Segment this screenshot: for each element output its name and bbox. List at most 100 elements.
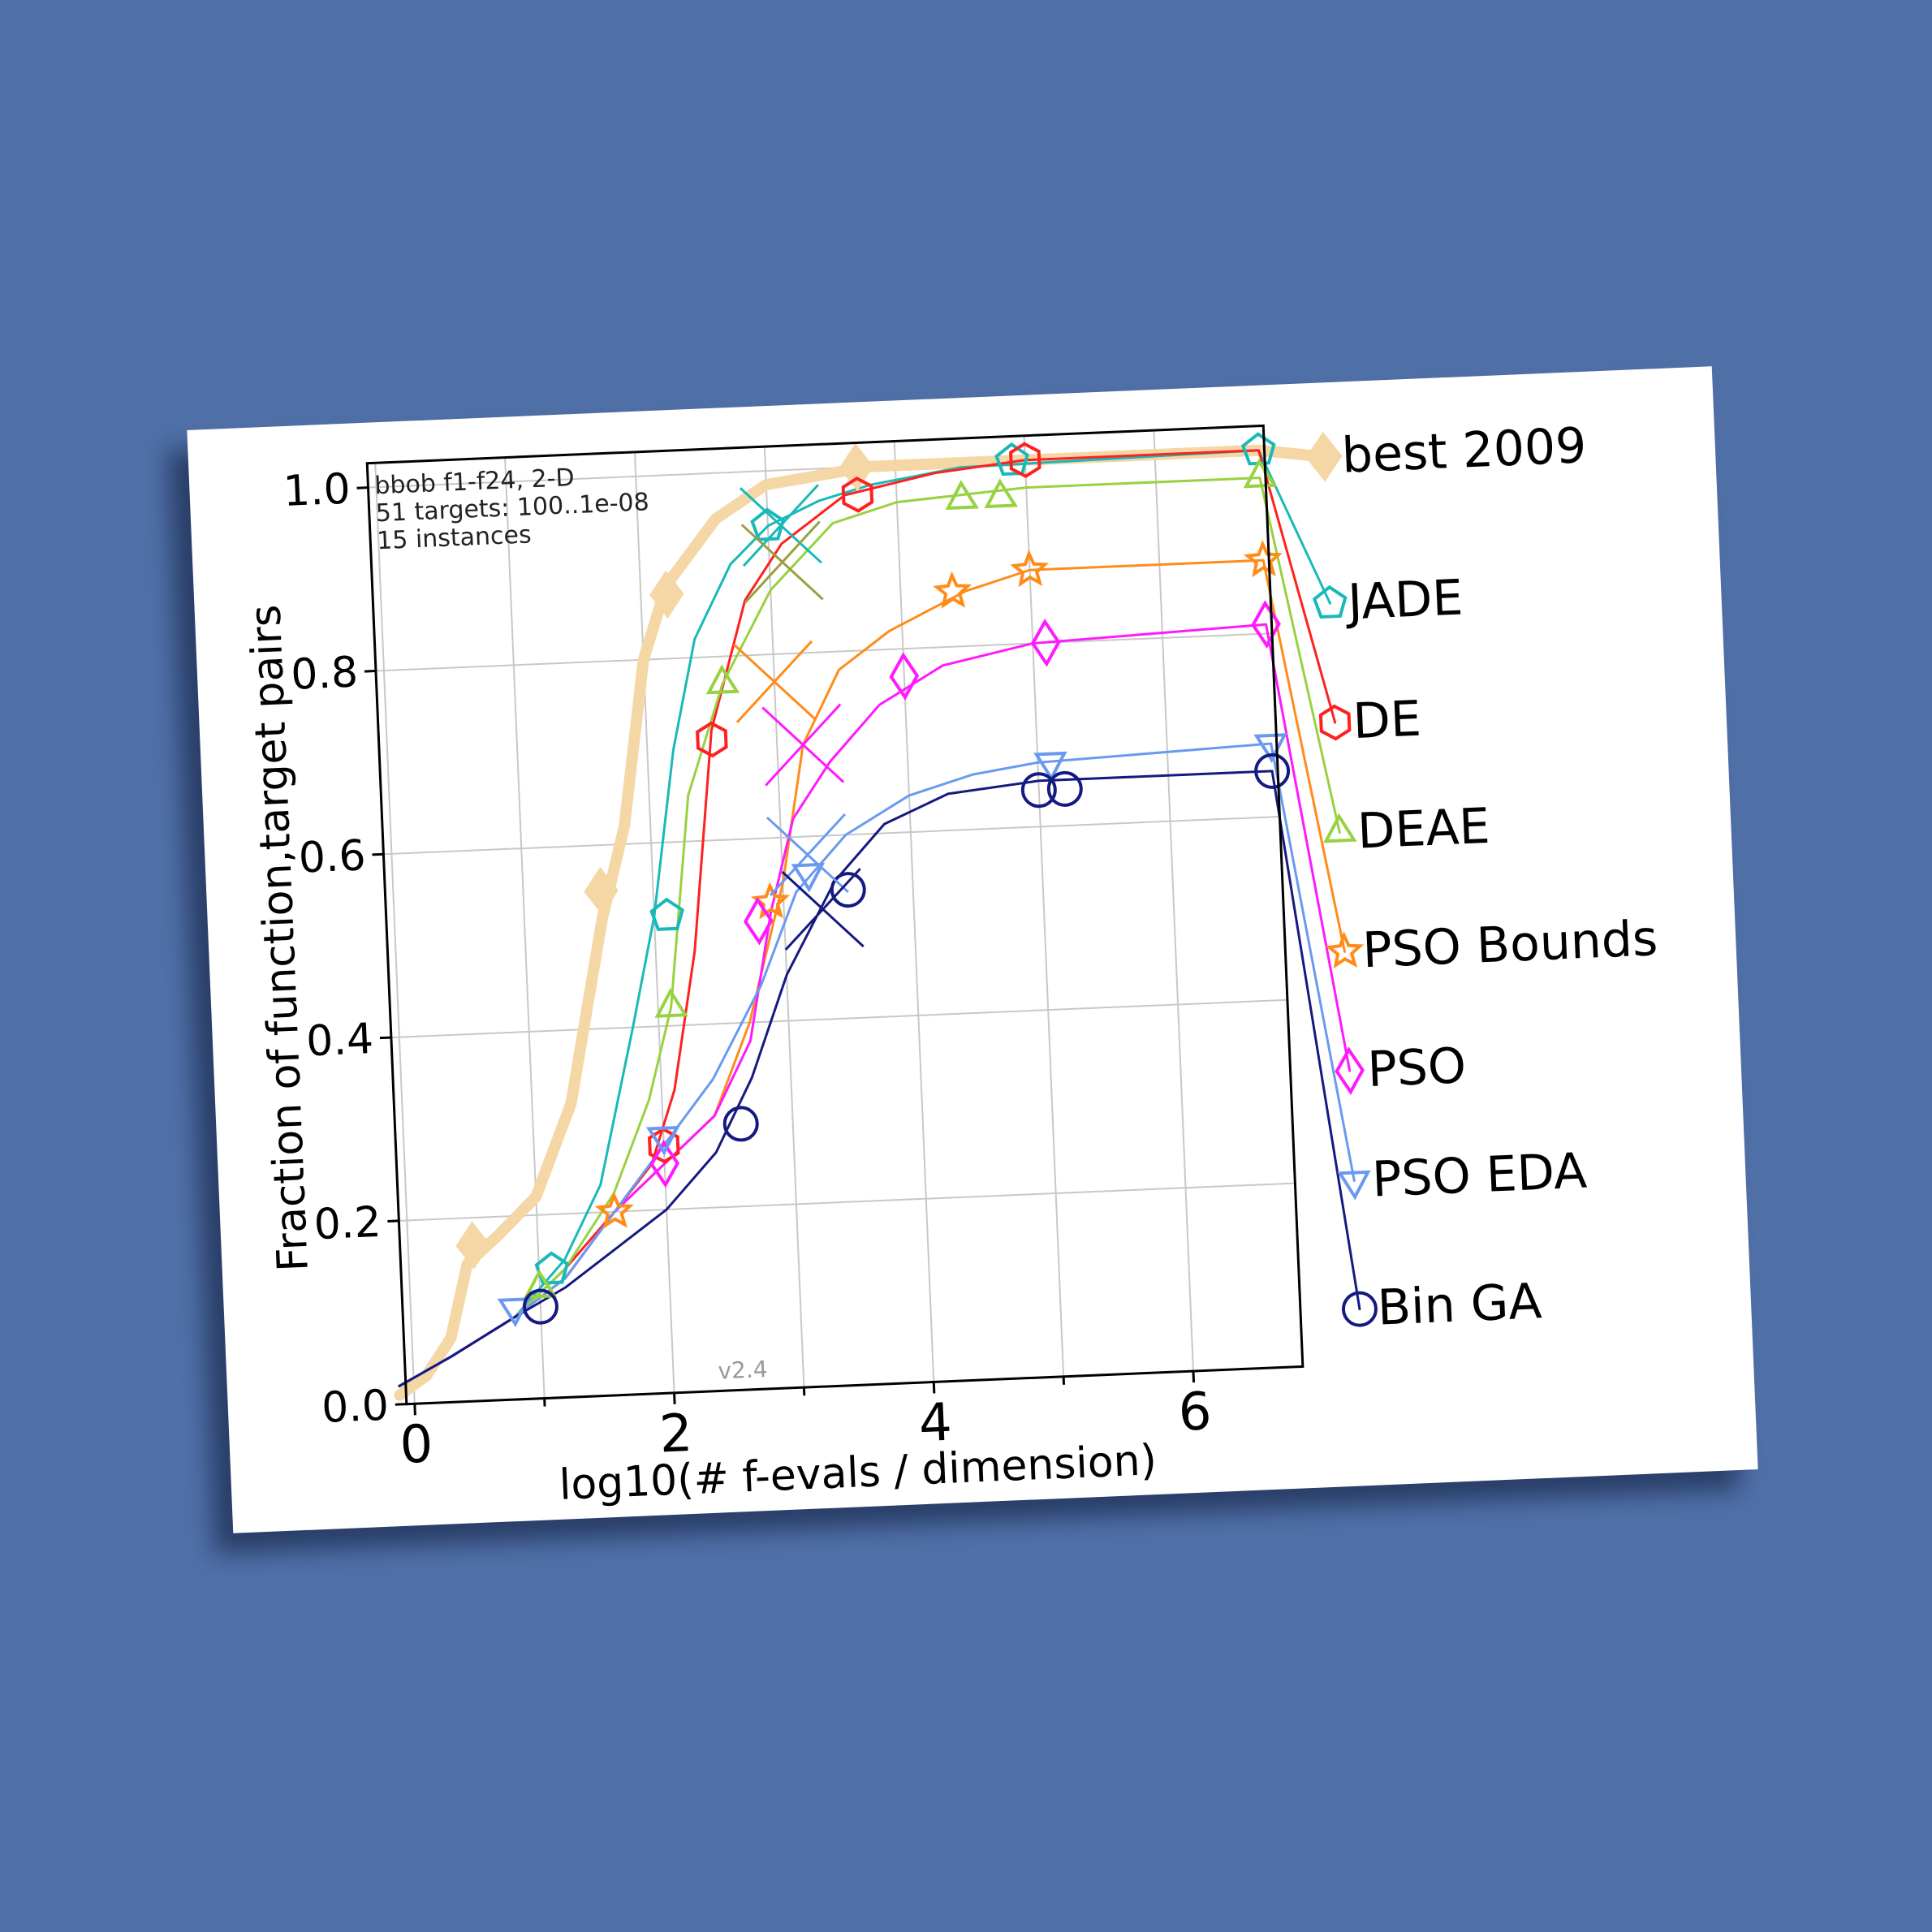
- series-marker: [1046, 770, 1083, 807]
- series-line: [398, 477, 1341, 1387]
- cross-marker: [769, 813, 846, 896]
- series-marker: [1033, 751, 1067, 782]
- grid-line-y: [399, 1182, 1296, 1222]
- y-tick-label: 0.8: [290, 648, 359, 699]
- series-marker: [889, 652, 920, 701]
- series-marker: [1335, 1046, 1365, 1095]
- legend: best 2009 JADE DE DEAE PSO Bounds PSO PSO EDA B…: [1305, 417, 1658, 1337]
- series-line: [398, 449, 1332, 1387]
- series-line: [398, 742, 1356, 1387]
- series-marker: [1243, 539, 1283, 578]
- grid-line-x: [1023, 435, 1065, 1377]
- annotation-line-3: 15 instances: [377, 520, 533, 555]
- grid-lines: [368, 430, 1303, 1405]
- series-marker: [1253, 733, 1287, 763]
- series-marker: [584, 866, 619, 916]
- x-tick-mark: [413, 1404, 416, 1416]
- series-marker: [696, 721, 728, 758]
- series-marker: [1312, 584, 1348, 619]
- cross-marker: [784, 868, 861, 951]
- grid-line-x: [893, 441, 935, 1382]
- series-marker: [1009, 442, 1041, 479]
- legend-label: DEAE: [1356, 798, 1491, 860]
- legend-label: JADE: [1343, 569, 1464, 631]
- legend-label: PSO EDA: [1371, 1143, 1588, 1209]
- series-line: [398, 558, 1346, 1387]
- series-marker: [839, 442, 874, 492]
- y-tick-mark: [356, 486, 369, 489]
- series-marker: [455, 1221, 490, 1270]
- y-tick-label: 0.6: [298, 831, 367, 882]
- grid-line-x: [374, 463, 416, 1404]
- y-tick-mark: [372, 852, 384, 856]
- series-marker: [646, 1125, 680, 1156]
- series-marker: [523, 1269, 558, 1299]
- grid-line-y: [390, 998, 1287, 1039]
- series-marker: [649, 897, 684, 931]
- series-marker: [1341, 1291, 1378, 1327]
- legend-label: Bin GA: [1376, 1273, 1542, 1336]
- legend-label: DE: [1352, 691, 1422, 750]
- series-marker: [654, 988, 688, 1018]
- x-tick-label: 0: [399, 1414, 434, 1476]
- cross-marker: [735, 640, 813, 723]
- series-marker: [497, 1297, 532, 1327]
- series-marker: [841, 477, 874, 513]
- series-marker: [1251, 600, 1281, 649]
- series-line: [398, 449, 1337, 1387]
- series-marker: [647, 1127, 680, 1164]
- y-tick-mark: [387, 1219, 399, 1223]
- series-line: [398, 770, 1361, 1387]
- grid-line-x: [504, 457, 546, 1399]
- series-marker: [649, 570, 684, 619]
- grid-line-x: [1153, 430, 1194, 1372]
- series-marker: [534, 1251, 570, 1285]
- series-marker: [522, 1288, 558, 1325]
- grid-line-y: [375, 632, 1273, 672]
- axis-ticks: 0 2 4 6 0.0 0.2 0.4 0.6 0.8 1.0: [282, 465, 1213, 1476]
- series-marker: [830, 872, 866, 908]
- series-marker: [1318, 704, 1352, 741]
- series-lines: [394, 444, 1361, 1401]
- chart-card: 0 2 4 6 0.0 0.2 0.4 0.6 0.8 1.0 best 2009 JADE DE DE…: [187, 366, 1758, 1533]
- series-marker: [994, 442, 1029, 477]
- legend-label: PSO: [1366, 1037, 1467, 1098]
- series-marker: [743, 896, 774, 946]
- series-line: [394, 444, 1330, 1401]
- series-marker: [1254, 753, 1291, 789]
- y-tick-label: 0.2: [313, 1198, 382, 1249]
- legend-label: best 2009: [1340, 417, 1587, 485]
- series-marker: [594, 1191, 634, 1229]
- series-marker: [1020, 772, 1057, 809]
- y-tick-label: 0.4: [305, 1015, 374, 1066]
- y-tick-label: 0.0: [321, 1382, 390, 1433]
- grid-line-y: [383, 816, 1280, 856]
- y-tick-mark: [379, 1036, 391, 1040]
- x-tick-mark: [1192, 1371, 1196, 1383]
- series-marker: [1325, 931, 1365, 969]
- series-marker: [1243, 458, 1278, 489]
- series-marker: [649, 1139, 680, 1188]
- ecdf-chart: 0 2 4 6 0.0 0.2 0.4 0.6 0.8 1.0 best 2009 JADE DE DE…: [241, 417, 1658, 1510]
- y-axis-label: Fraction of function,target pairs: [241, 604, 317, 1273]
- series-marker: [984, 478, 1018, 509]
- x-tick-label: 4: [918, 1393, 954, 1455]
- x-tick-label: 6: [1177, 1382, 1213, 1443]
- series-marker: [705, 664, 740, 695]
- series-marker: [945, 480, 980, 511]
- grid-line-x: [763, 446, 805, 1388]
- cross-marker: [742, 484, 819, 567]
- series-marker: [722, 1106, 759, 1142]
- series-marker: [1030, 619, 1061, 667]
- legend-label: PSO Bounds: [1361, 910, 1658, 979]
- x-axis-label: log10(# f-evals / dimension): [558, 1436, 1158, 1510]
- series-marker: [1010, 550, 1050, 588]
- series-marker: [791, 862, 826, 893]
- cross-marker: [744, 520, 821, 604]
- plot-frame: [365, 424, 1305, 1406]
- y-tick-mark: [395, 1403, 407, 1406]
- series-marker: [1323, 813, 1357, 843]
- cross-marker: [765, 703, 842, 787]
- series-marker: [751, 882, 790, 920]
- series-marker: [933, 571, 972, 609]
